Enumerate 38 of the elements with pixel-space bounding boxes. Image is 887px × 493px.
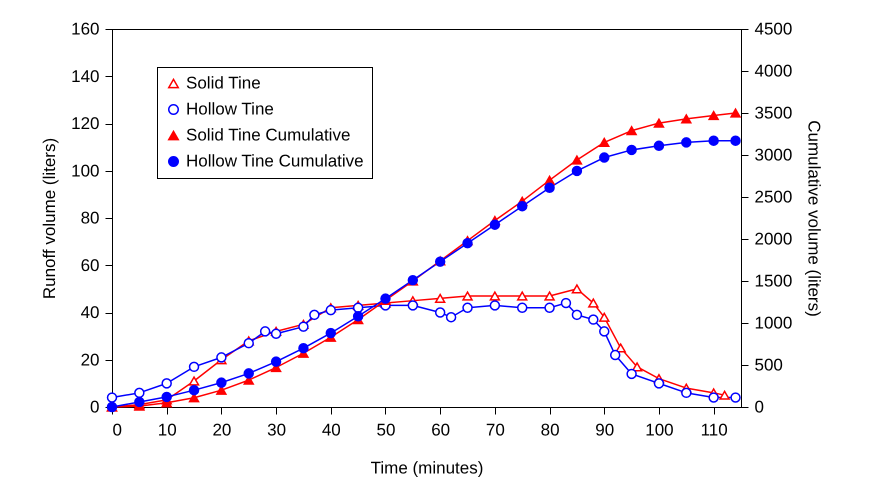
y-tick-label: 140 xyxy=(71,66,100,86)
x-tick-label: 0 xyxy=(112,420,122,440)
legend-label: Solid Tine Cumulative xyxy=(186,126,350,144)
y-tick-label: 80 xyxy=(80,208,100,228)
y2-tick-label: 0 xyxy=(754,398,764,416)
x-tick-label: 50 xyxy=(376,420,396,440)
y2-tick-label: 1500 xyxy=(754,272,792,290)
x-tick-label: 40 xyxy=(322,420,341,440)
y2-tick-label: 4000 xyxy=(754,62,792,80)
y2-axis-title: Cumulative volume (liters) xyxy=(804,120,824,317)
y-tick-label: 20 xyxy=(80,350,100,370)
y-tick-label: 40 xyxy=(80,303,100,322)
legend-label: Hollow Tine xyxy=(186,100,274,118)
y2-tick-label: 1000 xyxy=(754,314,792,332)
y2-tick-label: 500 xyxy=(754,356,783,374)
x-axis-title: Time (minutes) xyxy=(370,458,484,478)
x-tick-label: 110 xyxy=(700,420,728,440)
y-tick-label: 60 xyxy=(80,256,100,275)
x-tick-label: 30 xyxy=(267,420,286,440)
x-tick-label: 10 xyxy=(158,420,177,440)
y-tick-label: 160 xyxy=(71,20,100,38)
x-tick-label: 20 xyxy=(212,420,232,440)
x-tick-label: 60 xyxy=(431,420,450,440)
y2-tick-label: 3000 xyxy=(754,146,792,164)
y2-tick-label: 3500 xyxy=(754,104,792,122)
y2-tick-label: 2500 xyxy=(754,188,792,206)
y-tick-label: 100 xyxy=(71,161,100,180)
y2-tick-label: 4500 xyxy=(754,20,792,38)
y2-tick-label: 2000 xyxy=(754,230,792,248)
x-tick-label: 100 xyxy=(645,420,674,440)
x-tick-label: 90 xyxy=(595,420,614,440)
legend-label: Solid Tine xyxy=(186,74,261,92)
x-tick-label: 70 xyxy=(486,420,505,440)
legend-label: Hollow Tine Cumulative xyxy=(186,152,364,170)
x-tick-label: 80 xyxy=(540,420,560,440)
y-tick-label: 120 xyxy=(71,114,100,133)
y-axis-title: Runoff volume (liters) xyxy=(40,138,60,300)
y-tick-label: 0 xyxy=(90,398,100,416)
